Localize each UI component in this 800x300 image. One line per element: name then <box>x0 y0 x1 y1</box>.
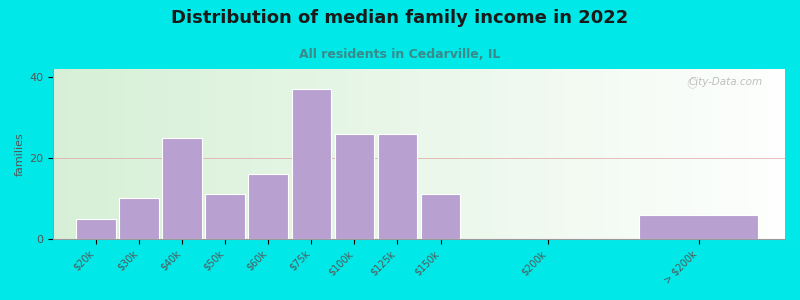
Bar <box>378 134 418 239</box>
Bar <box>76 219 116 239</box>
Bar <box>206 194 245 239</box>
Bar <box>162 138 202 239</box>
Text: All residents in Cedarville, IL: All residents in Cedarville, IL <box>299 48 501 61</box>
Bar <box>421 194 460 239</box>
Bar <box>119 198 159 239</box>
Bar <box>249 174 288 239</box>
Text: ○: ○ <box>686 77 697 91</box>
Text: City-Data.com: City-Data.com <box>689 77 763 88</box>
Text: Distribution of median family income in 2022: Distribution of median family income in … <box>171 9 629 27</box>
Bar <box>334 134 374 239</box>
Bar <box>291 89 331 239</box>
Y-axis label: families: families <box>15 132 25 176</box>
Bar <box>639 214 758 239</box>
